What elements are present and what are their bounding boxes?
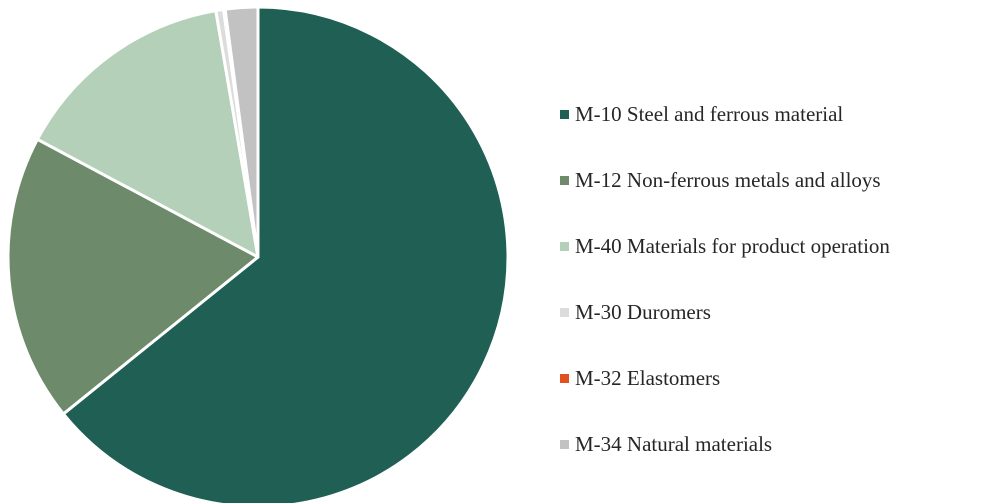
legend-item: M-12 Non-ferrous metals and alloys: [560, 166, 890, 232]
legend-label: M-12 Non-ferrous metals and alloys: [575, 168, 881, 192]
legend-item: M-34 Natural materials: [560, 430, 890, 496]
legend-label: M-40 Materials for product operation: [575, 234, 890, 258]
legend-label: M-10 Steel and ferrous material: [575, 102, 844, 126]
pie-chart: [6, 5, 510, 503]
legend-label: M-34 Natural materials: [575, 432, 773, 456]
legend-swatch: [560, 374, 569, 383]
legend-item: M-30 Duromers: [560, 298, 890, 364]
legend-swatch: [560, 440, 569, 449]
legend-item: M-32 Elastomers: [560, 364, 890, 430]
legend-label: M-32 Elastomers: [575, 366, 721, 390]
legend-item: M-10 Steel and ferrous material: [560, 100, 890, 166]
pie-slice: [6, 137, 260, 416]
pie-slice: [35, 9, 260, 259]
legend-swatch: [560, 110, 569, 119]
legend-item: M-40 Materials for product operation: [560, 232, 890, 298]
legend-swatch: [560, 242, 569, 251]
pie-slice: [61, 5, 510, 503]
legend-label: M-30 Duromers: [575, 300, 711, 324]
legend-swatch: [560, 176, 569, 185]
pie-slice: [223, 5, 260, 259]
chart-legend: M-10 Steel and ferrous material M-12 Non…: [560, 100, 890, 496]
legend-swatch: [560, 308, 569, 317]
